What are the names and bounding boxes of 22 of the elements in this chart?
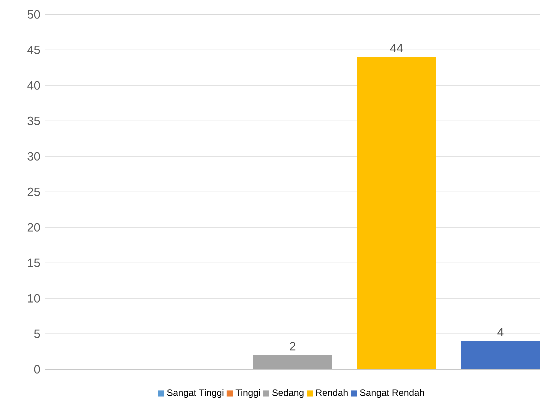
data-label: 2 (290, 342, 296, 351)
data-label: 44 (390, 44, 404, 53)
legend-label: Sangat Rendah (360, 389, 424, 398)
bar (253, 355, 332, 370)
y-tick-label: 25 (28, 188, 40, 196)
y-tick-label: 0 (34, 365, 40, 374)
legend-label: Tinggi (236, 389, 260, 398)
y-tick-label: 10 (28, 294, 40, 303)
y-tick-label: 45 (28, 46, 40, 54)
y-tick-label: 5 (34, 330, 40, 338)
y-tick-label: 15 (28, 258, 40, 268)
y-tick-label: 40 (28, 81, 40, 90)
y-tick-label: 20 (28, 223, 40, 232)
legend-label: Sangat Tinggi (167, 389, 224, 398)
bar (461, 341, 540, 370)
legend-label: Rendah (316, 389, 348, 396)
legend-label: Sedang (272, 389, 304, 398)
bar (357, 57, 436, 370)
y-tick-label: 35 (28, 116, 40, 126)
data-label: 4 (498, 328, 504, 336)
y-tick-label: 30 (28, 152, 40, 161)
y-tick-label: 50 (28, 10, 40, 19)
